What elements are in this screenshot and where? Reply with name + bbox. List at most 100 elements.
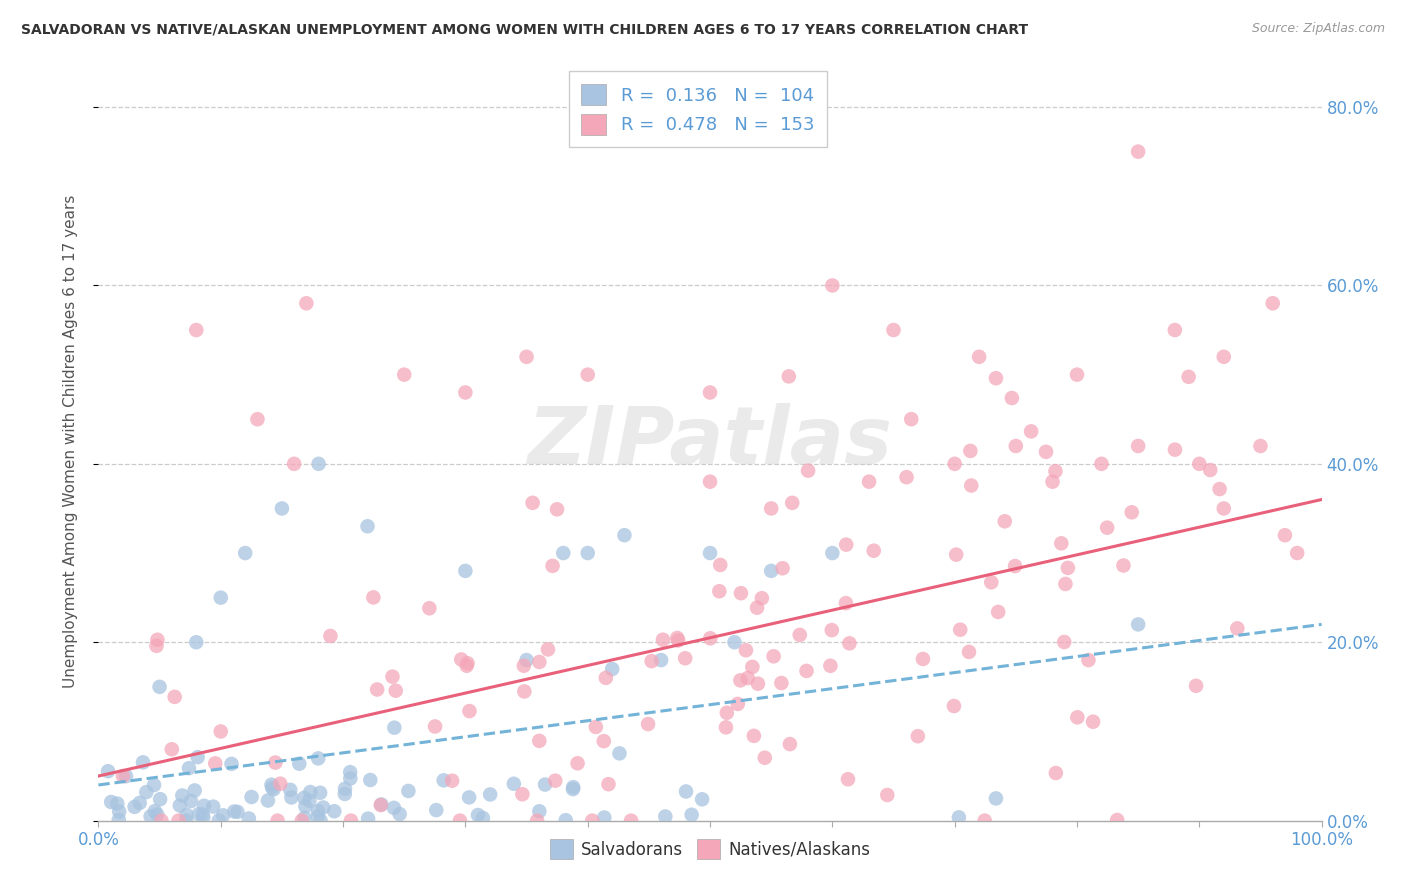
Point xyxy=(699,385,721,400)
Point xyxy=(388,807,411,822)
Point xyxy=(1261,296,1284,310)
Point xyxy=(280,790,302,805)
Point xyxy=(191,807,214,822)
Point xyxy=(458,790,481,805)
Point xyxy=(554,814,576,828)
Point xyxy=(994,514,1017,528)
Point xyxy=(1035,445,1057,459)
Point xyxy=(598,777,620,791)
Point xyxy=(132,756,155,770)
Point xyxy=(727,697,749,711)
Text: Source: ZipAtlas.com: Source: ZipAtlas.com xyxy=(1251,22,1385,36)
Point xyxy=(513,658,536,673)
Point xyxy=(356,519,378,533)
Point xyxy=(984,791,1007,805)
Point xyxy=(1004,439,1026,453)
Point xyxy=(257,793,280,807)
Point xyxy=(699,475,721,489)
Point xyxy=(546,502,568,516)
Point xyxy=(973,814,995,828)
Point xyxy=(1212,350,1234,364)
Y-axis label: Unemployment Among Women with Children Ages 6 to 17 years: Unemployment Among Women with Children A… xyxy=(63,194,77,689)
Point xyxy=(544,773,567,788)
Point xyxy=(150,814,173,828)
Point xyxy=(299,785,322,799)
Point xyxy=(333,787,356,801)
Point xyxy=(515,350,537,364)
Point xyxy=(948,810,970,824)
Point xyxy=(202,799,225,814)
Point xyxy=(323,804,346,818)
Point xyxy=(741,660,763,674)
Point xyxy=(576,546,599,560)
Point xyxy=(541,558,564,573)
Point xyxy=(1095,521,1118,535)
Point xyxy=(567,756,589,771)
Point xyxy=(1019,425,1042,439)
Point xyxy=(384,683,406,698)
Point xyxy=(454,385,477,400)
Point xyxy=(673,651,696,665)
Point xyxy=(266,814,288,828)
Point xyxy=(1164,442,1187,457)
Point xyxy=(1185,679,1208,693)
Point xyxy=(307,751,329,765)
Point xyxy=(143,778,166,792)
Point xyxy=(172,789,194,803)
Point xyxy=(943,457,966,471)
Point xyxy=(183,783,205,797)
Point xyxy=(456,658,478,673)
Point xyxy=(835,538,858,552)
Point xyxy=(260,778,283,792)
Point xyxy=(221,756,243,771)
Point xyxy=(515,653,537,667)
Point xyxy=(100,795,122,809)
Point xyxy=(1188,457,1211,471)
Point xyxy=(1045,766,1067,780)
Point xyxy=(392,368,416,382)
Point xyxy=(654,809,676,823)
Point xyxy=(1286,546,1309,560)
Point xyxy=(176,808,198,822)
Point xyxy=(709,584,731,599)
Point xyxy=(761,501,783,516)
Point xyxy=(980,575,1002,590)
Point xyxy=(339,772,361,786)
Point xyxy=(1128,617,1150,632)
Point xyxy=(307,804,329,818)
Point xyxy=(862,543,884,558)
Point xyxy=(537,642,560,657)
Point xyxy=(309,786,332,800)
Point xyxy=(595,671,617,685)
Point xyxy=(745,600,768,615)
Point xyxy=(177,761,200,775)
Point xyxy=(458,704,481,718)
Point xyxy=(907,729,929,743)
Point xyxy=(562,782,585,797)
Point xyxy=(821,546,844,560)
Point xyxy=(479,788,502,802)
Point xyxy=(883,323,905,337)
Point xyxy=(1045,464,1067,478)
Point xyxy=(288,756,311,771)
Point xyxy=(263,782,285,797)
Point xyxy=(1177,369,1199,384)
Point xyxy=(838,636,860,650)
Point xyxy=(381,670,404,684)
Point xyxy=(797,464,820,478)
Point xyxy=(699,546,721,560)
Point xyxy=(637,717,659,731)
Point xyxy=(467,808,489,822)
Point xyxy=(233,546,256,560)
Point xyxy=(522,496,544,510)
Point xyxy=(187,807,209,822)
Point xyxy=(967,350,990,364)
Point xyxy=(1053,635,1076,649)
Point xyxy=(1042,475,1064,489)
Point xyxy=(512,787,534,801)
Point xyxy=(319,629,342,643)
Point xyxy=(1054,577,1077,591)
Point xyxy=(146,807,169,822)
Text: ZIPatlas: ZIPatlas xyxy=(527,402,893,481)
Point xyxy=(363,591,385,605)
